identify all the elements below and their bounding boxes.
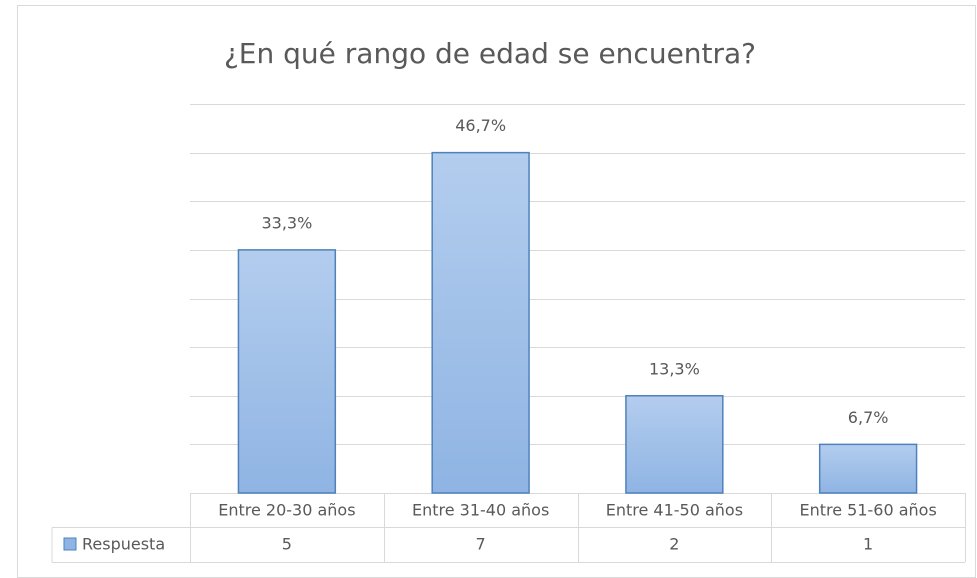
bar — [237, 249, 337, 494]
table-value: 2 — [669, 535, 679, 554]
table-value: 7 — [476, 535, 486, 554]
x-tick-label: Entre 51-60 años — [799, 501, 936, 520]
bar — [818, 443, 918, 494]
legend-key — [63, 537, 77, 551]
data-label: 33,3% — [261, 213, 312, 232]
table-value: 1 — [863, 535, 873, 554]
data-label: 13,3% — [649, 359, 700, 378]
bar — [625, 395, 724, 494]
x-tick-label: Entre 41-50 años — [606, 501, 743, 520]
x-tick-label: Entre 20-30 años — [218, 501, 355, 520]
legend-label: Respuesta — [82, 535, 165, 554]
chart-title: ¿En qué rango de edad se encuentra? — [224, 37, 756, 70]
data-label: 46,7% — [455, 116, 506, 135]
x-tick-label: Entre 31-40 años — [412, 501, 549, 520]
table-value: 5 — [282, 535, 292, 554]
bar — [431, 151, 530, 494]
data-label: 6,7% — [848, 408, 889, 427]
